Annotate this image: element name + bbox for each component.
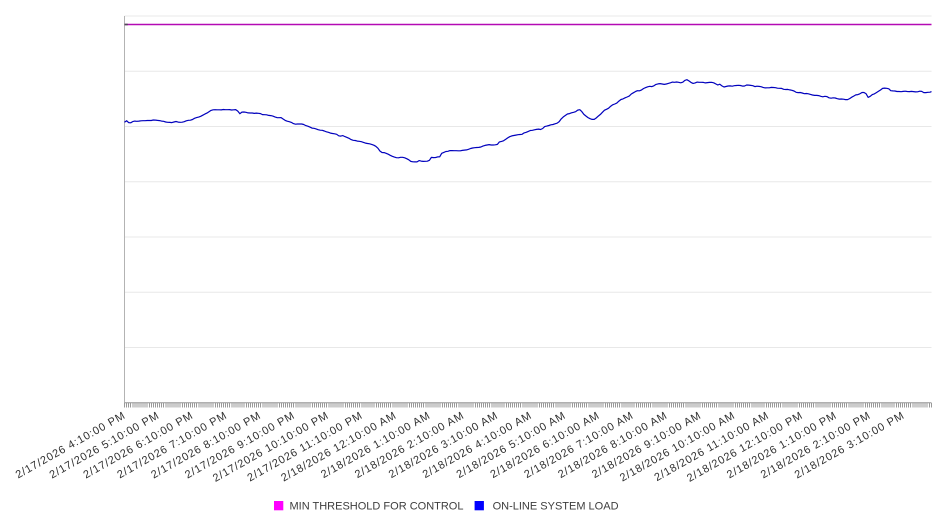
svg-text:ON-LINE SYSTEM LOAD: ON-LINE SYSTEM LOAD (493, 501, 619, 513)
svg-text:MIN THRESHOLD FOR CONTROL: MIN THRESHOLD FOR CONTROL (290, 501, 464, 513)
